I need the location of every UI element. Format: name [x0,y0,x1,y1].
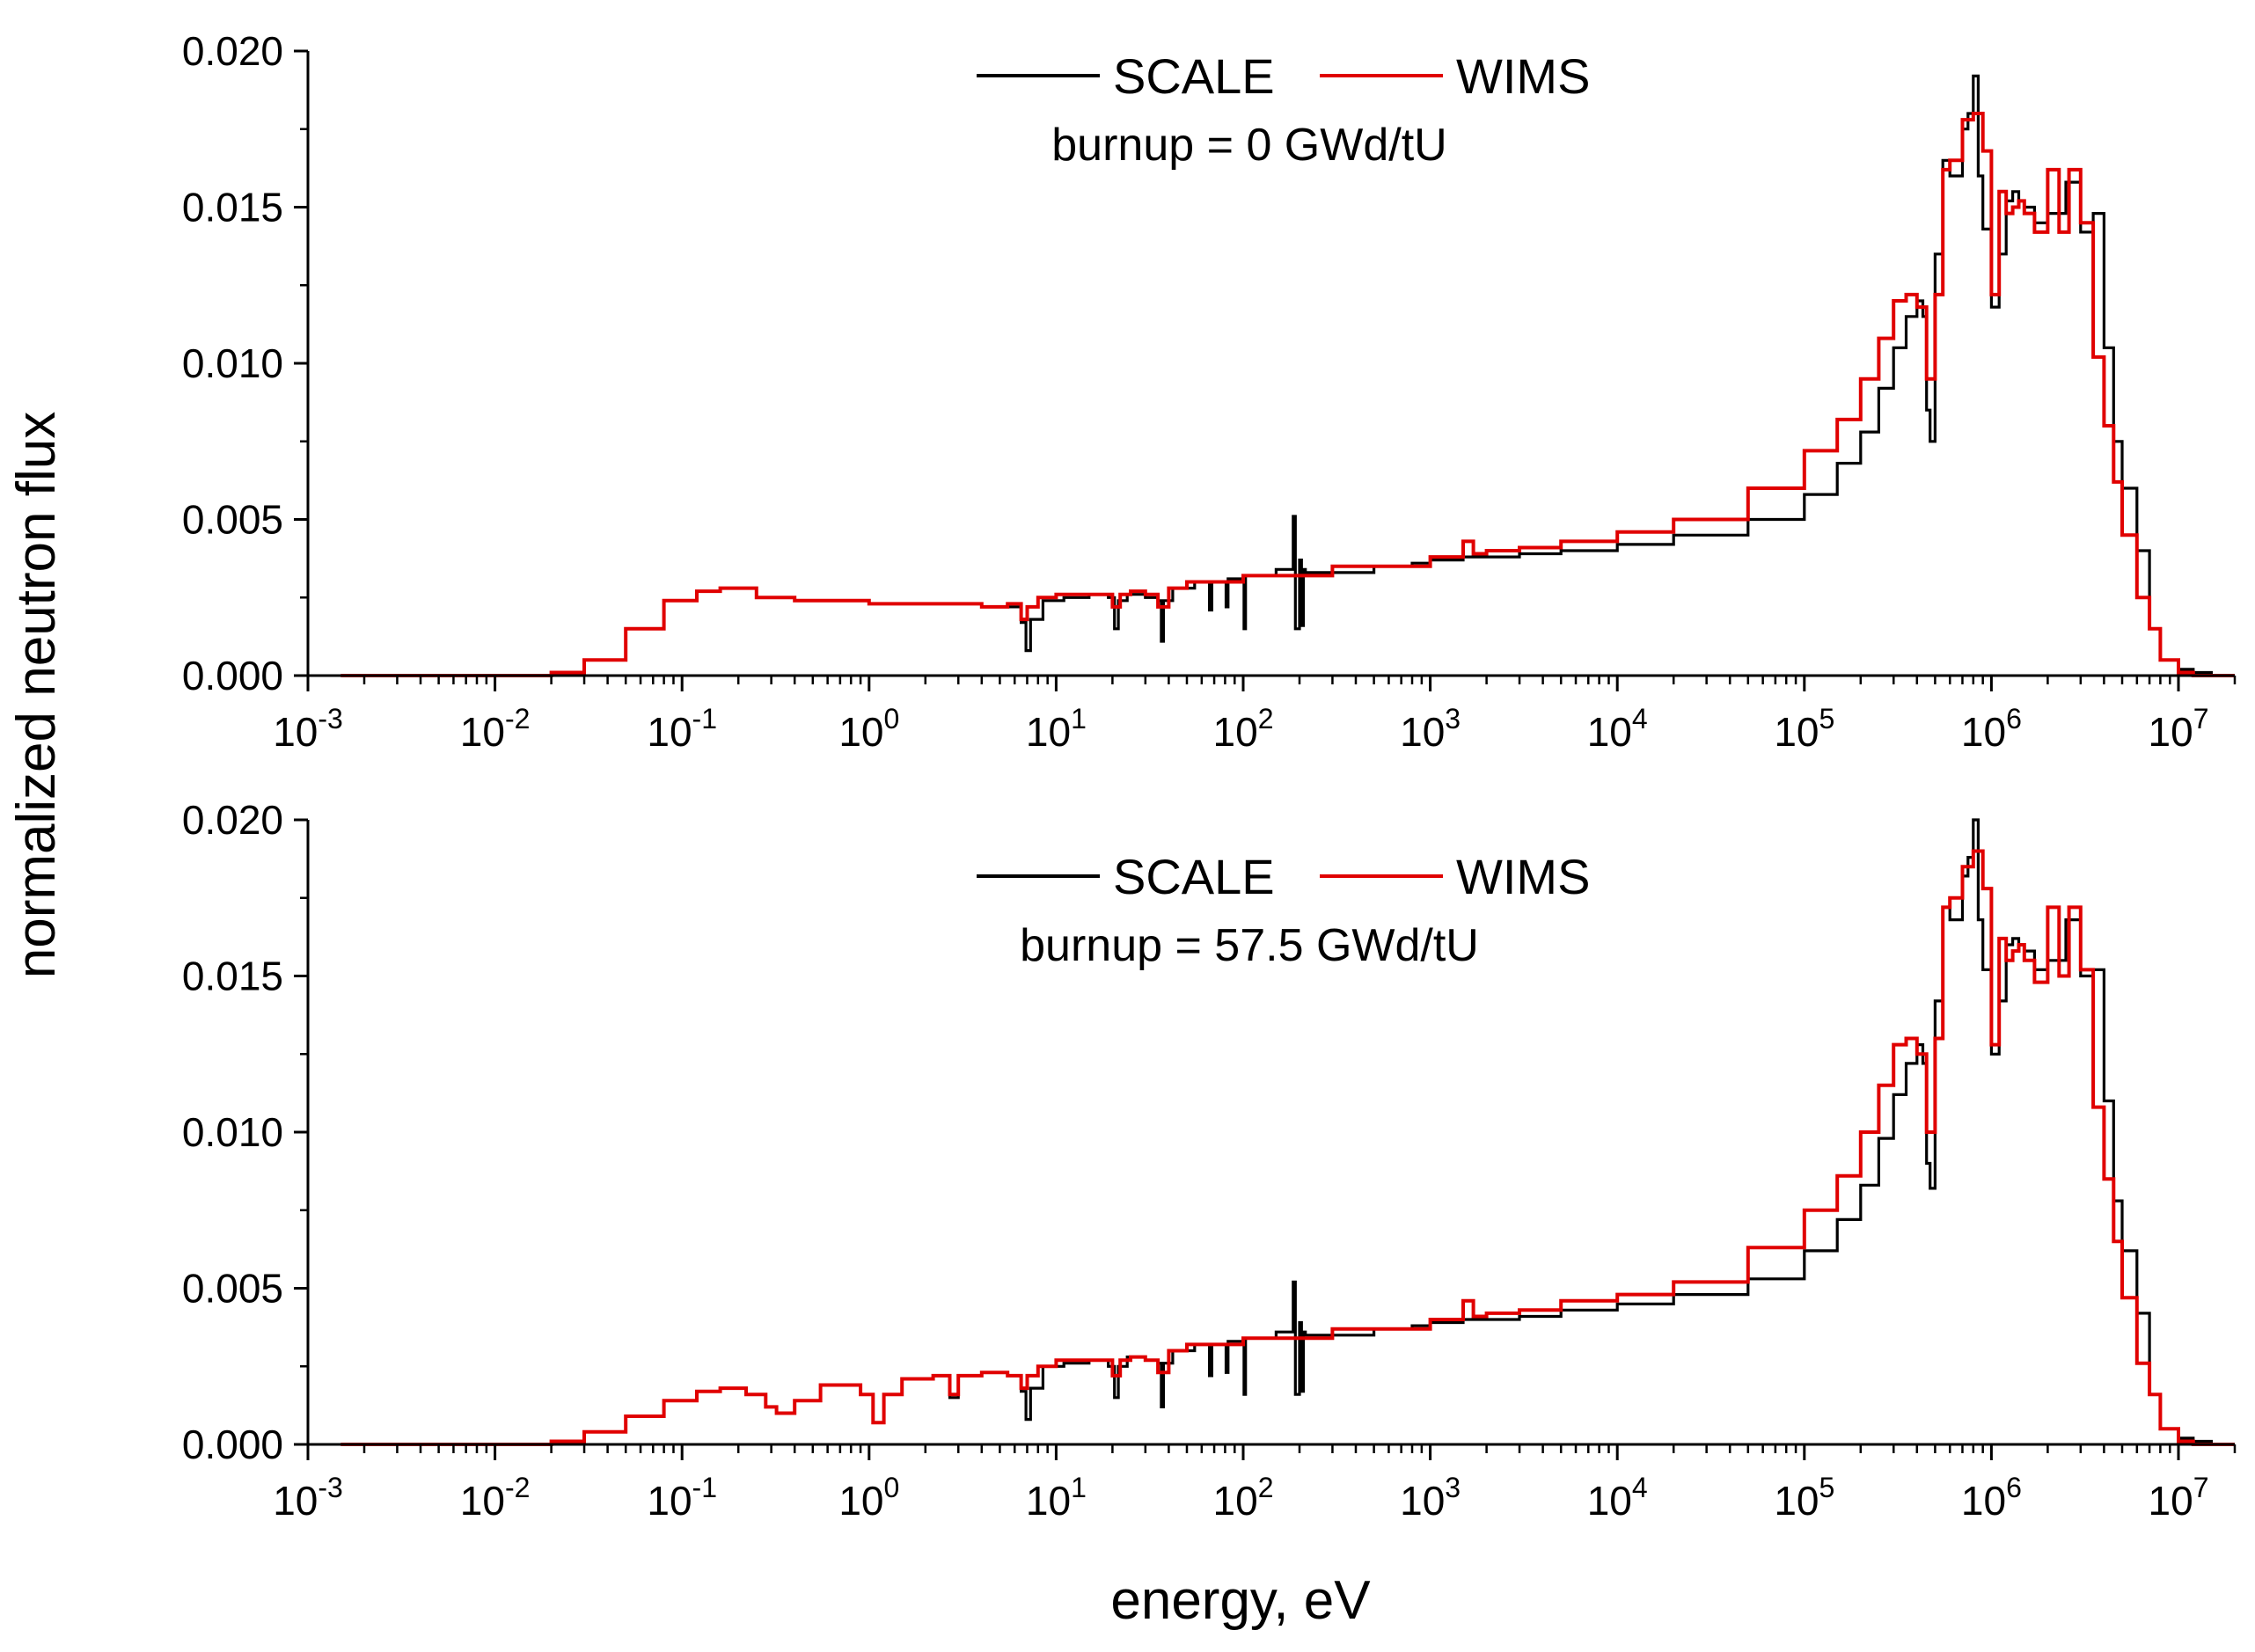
panel-bottom: 0.000 0.005 0.010 0.015 0.020 10-3 10-2 10-1 100… [182,797,2237,1524]
series-line-wims [340,849,2235,1446]
x-tick-label: 100 [838,1472,899,1524]
burnup-annotation: burnup = 57.5 GWd/tU [1020,920,1479,971]
legend-label-scale: SCALE [1113,849,1275,904]
y-tick-label: 0.015 [182,185,283,230]
series-line-scale [340,818,2235,1446]
x-tick-label: 101 [1026,1472,1087,1524]
x-tick-label: 105 [1774,1472,1834,1524]
y-tick-label: 0.015 [182,954,283,999]
plot-area: 0.000 0.005 0.010 0.015 0.020 10-3 10-2 10-1 100… [182,28,2237,755]
y-tick-label: 0.005 [182,1266,283,1312]
y-tick-label: 0.000 [182,653,283,698]
x-tick-label: 103 [1400,1472,1461,1524]
x-tick-label: 10-1 [647,1472,717,1524]
x-tick-label: 10-3 [273,1472,343,1524]
burnup-annotation: burnup = 0 GWd/tU [1051,120,1446,171]
x-tick-label: 10-3 [273,703,343,755]
x-tick-label: 103 [1400,703,1461,755]
x-tick-label: 100 [838,703,899,755]
panel-top: 0.000 0.005 0.010 0.015 0.020 10-3 10-2 10-1 100… [182,28,2237,755]
legend-label-wims: WIMS [1456,48,1590,104]
x-tick-label: 105 [1774,703,1834,755]
y-tick-label: 0.010 [182,340,283,386]
legend: SCALE WIMS [977,48,1590,104]
y-tick-label: 0.000 [182,1422,283,1467]
legend-label-scale: SCALE [1113,48,1275,104]
x-tick-label: 106 [1961,703,2022,755]
y-tick-label: 0.005 [182,497,283,543]
legend-label-wims: WIMS [1456,849,1590,904]
x-tick-label: 106 [1961,1472,2022,1524]
y-tick-label: 0.020 [182,797,283,843]
x-tick-label: 10-2 [460,1472,531,1524]
x-tick-label: 102 [1213,1472,1274,1524]
y-tick-label: 0.010 [182,1109,283,1155]
x-tick-label: 104 [1587,703,1648,755]
x-tick-label: 10-2 [460,703,531,755]
x-tick-label: 107 [2149,703,2209,755]
x-tick-label: 10-1 [647,703,717,755]
series-line-wims [340,112,2235,677]
y-tick-label: 0.020 [182,28,283,74]
x-tick-label: 101 [1026,703,1087,755]
x-tick-label: 102 [1213,703,1274,755]
x-tick-label: 107 [2149,1472,2209,1524]
x-tick-label: 104 [1587,1472,1648,1524]
y-axis-title: normalized neutron flux [6,412,67,978]
x-axis-title: energy, eV [1110,1570,1371,1631]
plot-area: 0.000 0.005 0.010 0.015 0.020 10-3 10-2 10-1 100… [182,797,2237,1524]
legend: SCALE WIMS [977,849,1590,904]
